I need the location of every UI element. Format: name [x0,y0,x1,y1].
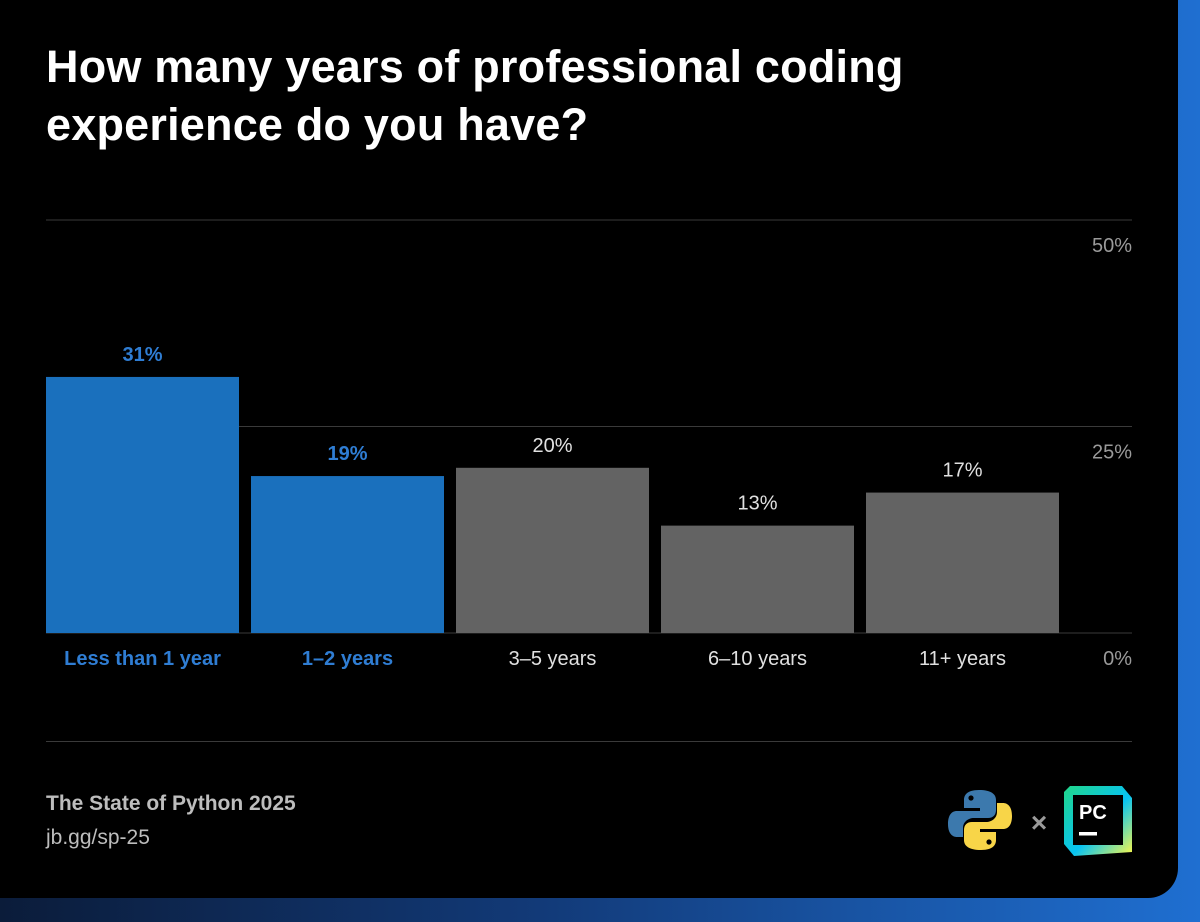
bar-3 [456,467,649,633]
logos: × PC [948,786,1132,856]
bar-value-label-5: 17% [942,460,982,482]
bar-1 [46,376,239,633]
logo-separator: × [1031,807,1047,838]
bar-chart: 31% Less than 1 year 19% 1–2 years 20% 3–5 ye… [46,219,1132,670]
category-label-4: 6–10 years [708,648,807,670]
bar-value-label-4: 13% [737,493,777,515]
survey-link[interactable]: jb.gg/sp-25 [46,826,150,849]
pycharm-logo-icon: PC [1064,786,1132,856]
category-label-2: 1–2 years [302,648,393,670]
y-tick-label-0pct: 0% [1103,648,1132,670]
category-label-3: 3–5 years [509,648,597,670]
python-logo-icon [948,790,1012,850]
chart-title: How many years of professional coding ex… [46,41,904,150]
footer-divider [46,741,1132,742]
bar-5 [866,492,1059,633]
bar-4 [661,525,854,633]
bar-2 [251,476,444,633]
pycharm-logo-text: PC [1079,802,1107,824]
bar-value-label-3: 20% [532,435,572,457]
bar-value-label-1: 31% [122,344,162,366]
y-tick-label-25pct: 25% [1092,442,1132,464]
survey-name: The State of Python 2025 [46,792,296,815]
category-label-5: 11+ years [919,648,1006,670]
chart-card: How many years of professional coding ex… [46,41,1133,856]
category-label-1: Less than 1 year [64,648,221,670]
y-tick-label-50pct: 50% [1092,235,1132,257]
bar-value-label-2: 19% [327,443,367,465]
